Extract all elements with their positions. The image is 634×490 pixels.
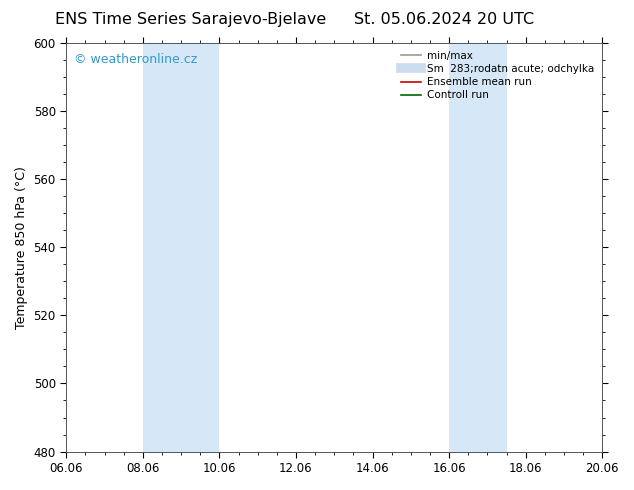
Legend: min/max, Sm  283;rodatn acute; odchylka, Ensemble mean run, Controll run: min/max, Sm 283;rodatn acute; odchylka, … [398, 48, 597, 103]
Text: © weatheronline.cz: © weatheronline.cz [74, 53, 198, 66]
Bar [449, 43, 507, 452]
Bar [143, 43, 219, 452]
Text: ENS Time Series Sarajevo-Bjelave: ENS Time Series Sarajevo-Bjelave [55, 12, 326, 27]
Y-axis label: Temperature 850 hPa (°C): Temperature 850 hPa (°C) [15, 166, 28, 328]
Text: St. 05.06.2024 20 UTC: St. 05.06.2024 20 UTC [354, 12, 534, 27]
